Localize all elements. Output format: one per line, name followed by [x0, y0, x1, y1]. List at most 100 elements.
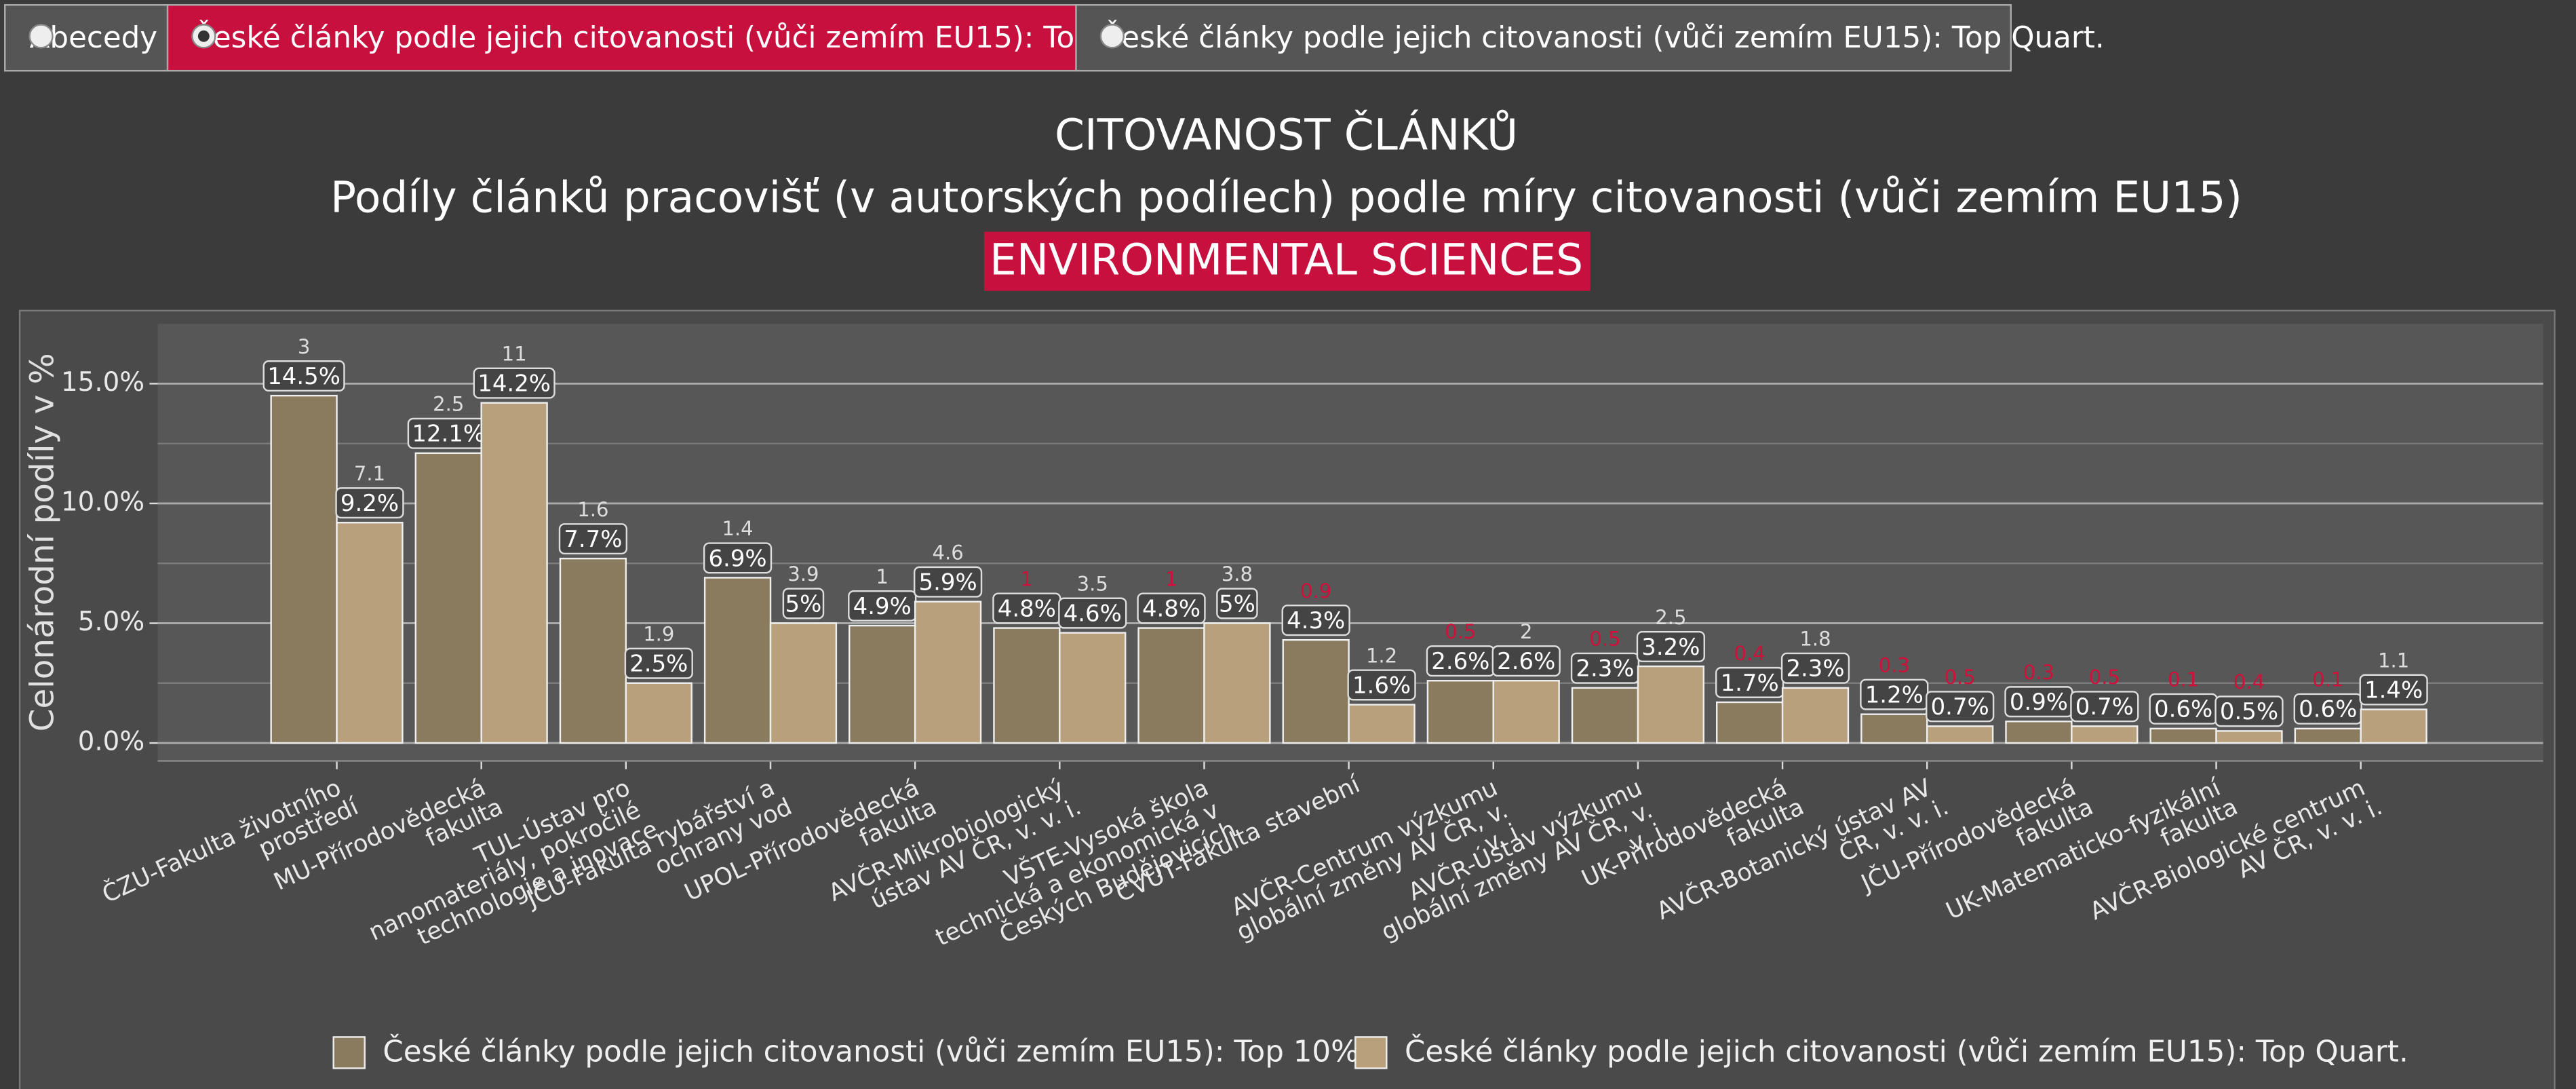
- tab-radio[interactable]: [1099, 24, 1125, 49]
- bar: [1571, 687, 1639, 744]
- tab-label[interactable]: České články podle jejich citovanosti (v…: [192, 19, 1168, 55]
- tab-radio-dot[interactable]: [197, 30, 210, 42]
- value-label: 1.7%: [1721, 670, 1779, 696]
- value-label: 4.8%: [1142, 595, 1201, 622]
- value-label-box: [262, 360, 345, 392]
- bar: [2294, 727, 2362, 744]
- value-label-box: [1281, 605, 1350, 636]
- count-label: 0.4: [1734, 642, 1765, 665]
- value-label-box: [558, 523, 628, 555]
- tab[interactable]: [1075, 4, 2012, 72]
- count-label: 2.5: [1655, 606, 1686, 629]
- y-tick-label: 10.0%: [61, 486, 144, 517]
- value-label: 0.7%: [2075, 693, 2134, 720]
- count-label: 1.8: [1799, 628, 1831, 651]
- count-label: 0.3: [2023, 661, 2054, 684]
- bar: [2149, 727, 2217, 744]
- count-label: 1.1: [2378, 649, 2409, 672]
- count-label: 1.6: [577, 498, 608, 521]
- y-tick-label: 0.0%: [78, 727, 144, 757]
- count-label: 0.1: [2312, 668, 2343, 691]
- tab-radio[interactable]: [28, 24, 54, 49]
- bar: [1860, 713, 1928, 744]
- value-label: 5%: [1219, 590, 1255, 617]
- count-label: 0.9: [1300, 579, 1331, 603]
- count-label: 0.5: [2089, 666, 2120, 689]
- value-label: 1.4%: [2364, 676, 2423, 703]
- chart-title: CITOVANOST ČLÁNKŮ: [1055, 110, 1518, 160]
- legend-label: České články podle jejich citovanosti (v…: [383, 1033, 1359, 1069]
- bar: [2005, 721, 2073, 744]
- legend-swatch: [332, 1036, 366, 1069]
- y-axis-label: Celonárodní podíly v %: [23, 353, 61, 731]
- count-label: 0.5: [1445, 620, 1476, 643]
- value-label: 0.6%: [2154, 696, 2212, 723]
- value-label: 6.9%: [708, 545, 766, 571]
- bar: [1059, 632, 1127, 744]
- count-label: 1: [1021, 567, 1033, 590]
- value-label-box: [2359, 674, 2428, 706]
- bar: [1203, 622, 1271, 744]
- bar: [1715, 701, 1784, 744]
- bar: [1426, 680, 1494, 744]
- count-label: 3.8: [1222, 562, 1253, 586]
- value-label-box: [1926, 691, 1995, 723]
- field-label: ENVIRONMENTAL SCIENCES: [990, 235, 1583, 285]
- bar: [1492, 680, 1560, 744]
- value-label: 2.3%: [1786, 655, 1844, 682]
- value-label: 2.5%: [629, 651, 688, 677]
- count-label: 7.1: [354, 462, 385, 485]
- bar: [848, 624, 916, 744]
- bar: [1637, 665, 1705, 744]
- value-label-box: [703, 542, 773, 574]
- field-highlight: [983, 231, 1591, 291]
- bar: [769, 622, 838, 744]
- count-label: 0.5: [1589, 628, 1620, 651]
- bar: [2071, 725, 2139, 744]
- bar: [914, 600, 982, 744]
- count-label: 3: [298, 335, 310, 358]
- count-label: 1.4: [722, 517, 753, 540]
- value-label: 14.2%: [477, 370, 551, 397]
- count-label: 2: [1520, 620, 1532, 643]
- bar: [1137, 627, 1205, 744]
- count-label: 1.2: [1366, 644, 1397, 667]
- bar: [625, 682, 692, 744]
- bar: [1348, 704, 1416, 744]
- bar: [1781, 687, 1850, 744]
- value-label: 12.1%: [412, 421, 485, 447]
- legend-swatch: [1354, 1036, 1388, 1069]
- value-label-box: [1715, 666, 1784, 698]
- tab-label[interactable]: České články podle jejich citovanosti (v…: [1101, 19, 2105, 55]
- value-label: 2.6%: [1497, 648, 1555, 674]
- bar: [270, 394, 338, 744]
- count-label: 1: [876, 565, 888, 588]
- value-label-box: [1491, 645, 1561, 677]
- count-label: 11: [502, 342, 527, 365]
- value-label: 14.5%: [267, 363, 340, 389]
- count-label: 0.1: [2168, 668, 2199, 691]
- value-label-box: [2214, 695, 2284, 727]
- value-label: 4.8%: [998, 595, 1056, 622]
- bar: [2215, 730, 2283, 744]
- bar: [480, 402, 548, 744]
- count-label: 1: [1165, 567, 1177, 590]
- count-label: 0.4: [2233, 670, 2265, 693]
- value-label-box: [1347, 669, 1416, 701]
- value-label: 2.3%: [1576, 655, 1634, 682]
- count-label: 3.9: [787, 562, 819, 586]
- bar: [1926, 725, 1994, 744]
- y-tick-label: 5.0%: [78, 607, 144, 637]
- bar: [703, 577, 772, 744]
- value-label-box: [1780, 652, 1850, 684]
- value-label: 0.7%: [1931, 693, 1989, 720]
- value-label: 7.7%: [564, 526, 622, 552]
- bar: [336, 522, 404, 744]
- value-label: 4.9%: [853, 593, 912, 619]
- value-label: 1.2%: [1865, 682, 1924, 708]
- count-label: 0.3: [1879, 653, 1910, 676]
- value-label: 2.6%: [1431, 648, 1489, 674]
- tab-bar: Abecedy České články podle jejich citovan…: [4, 4, 2105, 72]
- bar: [1282, 639, 1350, 744]
